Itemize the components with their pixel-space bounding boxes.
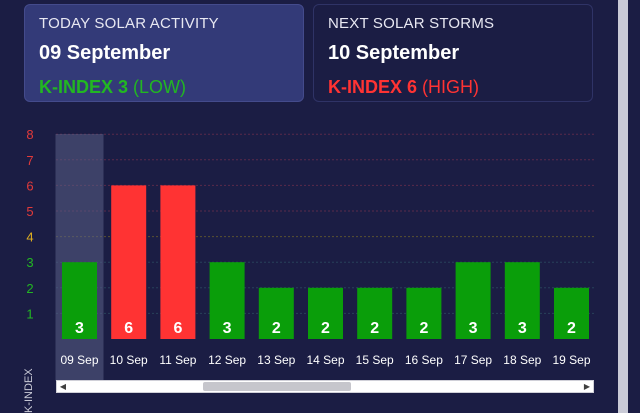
today-kindex-value: K-INDEX 3 xyxy=(39,77,129,97)
bar-09-sep[interactable] xyxy=(62,262,97,339)
y-tick-label: 3 xyxy=(26,255,33,270)
x-tick-label: 15 Sep xyxy=(356,353,394,367)
bar-14-sep[interactable] xyxy=(308,287,343,339)
today-activity-card: TODAY SOLAR ACTIVITY 09 September K-INDE… xyxy=(24,4,304,102)
x-tick-label: 14 Sep xyxy=(306,353,344,367)
next-card-date: 10 September xyxy=(328,42,460,64)
x-tick-label: 13 Sep xyxy=(257,353,295,367)
bar-18-sep[interactable] xyxy=(504,262,540,339)
bar-data-label: 2 xyxy=(321,320,330,337)
y-tick-label: 2 xyxy=(26,281,33,296)
y-tick-label: 7 xyxy=(26,153,33,168)
bar-data-label: 3 xyxy=(75,320,84,337)
bar-10-sep[interactable] xyxy=(111,185,147,339)
x-tick-label: 10 Sep xyxy=(110,353,148,367)
x-tick-label: 09 Sep xyxy=(60,353,98,367)
x-tick-label: 12 Sep xyxy=(208,353,246,367)
chart-horizontal-scrollbar[interactable]: ◀ ▶ xyxy=(56,380,594,393)
chart-highlight xyxy=(55,134,104,381)
bar-data-label: 2 xyxy=(567,320,576,337)
next-storms-card: NEXT SOLAR STORMS 10 September K-INDEX 6… xyxy=(313,4,593,102)
x-tick-label: 11 Sep xyxy=(159,353,196,367)
bar-17-sep[interactable] xyxy=(455,262,491,339)
bar-16-sep[interactable] xyxy=(406,287,442,339)
bar-19-sep[interactable] xyxy=(554,287,589,339)
x-tick-label: 16 Sep xyxy=(405,353,443,367)
y-tick-label: 5 xyxy=(26,204,33,219)
bar-data-label: 2 xyxy=(272,320,281,337)
bar-data-label: 3 xyxy=(469,320,478,337)
next-kindex-level: (HIGH) xyxy=(422,77,480,97)
today-kindex-level: (LOW) xyxy=(133,77,187,97)
x-tick-label: 17 Sep xyxy=(454,353,492,367)
bar-data-label: 3 xyxy=(223,320,232,337)
next-kindex-value: K-INDEX 6 xyxy=(328,77,418,97)
bar-12-sep[interactable] xyxy=(209,262,245,339)
bar-data-label: 6 xyxy=(124,320,133,337)
today-kindex: K-INDEX 3 (LOW) xyxy=(39,77,289,98)
bar-data-label: 2 xyxy=(370,320,379,337)
bar-data-label: 2 xyxy=(419,320,428,337)
y-axis-label: K-INDEX xyxy=(23,368,35,413)
x-tick-label: 18 Sep xyxy=(503,353,541,367)
x-tick-label: 19 Sep xyxy=(552,353,590,367)
scroll-right-arrow-icon[interactable]: ▶ xyxy=(583,382,591,391)
page-scrollbar-strip[interactable] xyxy=(618,0,628,413)
y-tick-label: 1 xyxy=(26,306,33,321)
bar-15-sep[interactable] xyxy=(357,287,393,339)
y-tick-label: 8 xyxy=(26,127,33,142)
bar-13-sep[interactable] xyxy=(258,287,294,339)
y-tick-label: 6 xyxy=(26,178,33,193)
bar-data-label: 3 xyxy=(518,320,527,337)
today-card-label: TODAY SOLAR ACTIVITY xyxy=(39,15,219,32)
scroll-left-arrow-icon[interactable]: ◀ xyxy=(59,382,67,391)
scroll-thumb[interactable] xyxy=(203,382,351,391)
bar-data-label: 6 xyxy=(173,320,182,337)
chart-bars xyxy=(62,185,589,339)
next-kindex: K-INDEX 6 (HIGH) xyxy=(328,77,578,98)
today-card-date: 09 September xyxy=(39,42,171,64)
y-tick-label: 4 xyxy=(26,230,33,245)
next-card-label: NEXT SOLAR STORMS xyxy=(328,15,495,32)
highlight-column xyxy=(55,134,104,381)
bar-11-sep[interactable] xyxy=(160,185,196,339)
